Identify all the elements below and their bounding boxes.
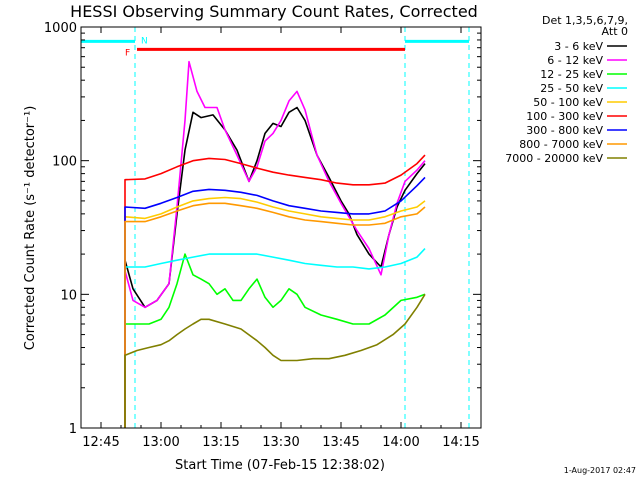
legend-entry-label: 50 - 100 keV xyxy=(533,96,603,109)
plot-area: NF xyxy=(81,27,470,428)
legend-header: Att 0 xyxy=(602,25,628,38)
chart-title: HESSI Observing Summary Count Rates, Cor… xyxy=(70,2,478,21)
legend-entry-label: 6 - 12 keV xyxy=(547,54,603,67)
plot-frame xyxy=(80,26,482,429)
y-axis-label: Corrected Count Rate (s⁻¹ detector⁻¹) xyxy=(23,106,38,351)
generation-timestamp: 1-Aug-2017 02:47 xyxy=(564,466,636,475)
series-line xyxy=(124,60,426,428)
legend-entry-label: 7000 - 20000 keV xyxy=(505,152,603,165)
series-line xyxy=(124,293,426,428)
x-tick-label: 13:15 xyxy=(202,435,239,450)
x-tick-label: 14:00 xyxy=(382,435,419,450)
series-line xyxy=(124,202,426,428)
legend-entry-label: 100 - 300 keV xyxy=(526,110,603,123)
legend-entry-label: 300 - 800 keV xyxy=(526,124,603,137)
x-tick-label: 12:45 xyxy=(82,435,119,450)
series-line xyxy=(124,248,426,428)
legend-entry-label: 3 - 6 keV xyxy=(554,40,603,53)
y-tick-label: 10 xyxy=(60,288,77,303)
y-tick-label: 1 xyxy=(69,422,77,437)
x-axis: 12:45 13:00 13:15 13:30 13:45 14:00 14:15 xyxy=(80,27,482,450)
x-tick-label: 14:15 xyxy=(442,435,479,450)
legend-entry-label: 12 - 25 keV xyxy=(540,68,603,81)
x-axis-label: Start Time (07-Feb-15 12:38:02) xyxy=(175,458,385,473)
flare-label: F xyxy=(125,48,130,58)
series-line xyxy=(124,154,426,428)
y-tick-label: 1000 xyxy=(44,21,77,36)
x-tick-label: 13:00 xyxy=(142,435,179,450)
night-label: N xyxy=(141,36,148,46)
legend-header: Det 1,3,5,6,7,9, xyxy=(542,14,628,27)
legend-entry-label: 25 - 50 keV xyxy=(540,82,603,95)
series-line xyxy=(124,196,426,428)
series-line xyxy=(124,176,426,428)
series-line xyxy=(124,253,426,428)
x-tick-label: 13:45 xyxy=(322,435,359,450)
legend-entry-label: 800 - 7000 keV xyxy=(519,138,603,151)
y-axis: 1 10 100 1000 xyxy=(44,21,481,437)
x-tick-label: 13:30 xyxy=(262,435,299,450)
y-tick-label: 100 xyxy=(52,155,77,170)
